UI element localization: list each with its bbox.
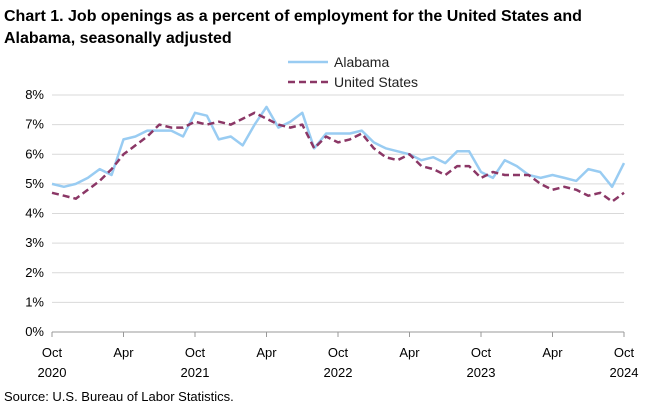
series-line-alabama bbox=[51, 105, 626, 189]
source-note: Source: U.S. Bureau of Labor Statistics. bbox=[4, 389, 234, 404]
x-tick-label: Oct bbox=[328, 345, 349, 360]
legend-label: United States bbox=[334, 74, 418, 90]
y-tick-label: 5% bbox=[25, 176, 44, 191]
series-line-united-states bbox=[51, 111, 625, 203]
x-tick-label: Oct bbox=[42, 345, 63, 360]
y-tick-label: 6% bbox=[25, 146, 44, 161]
y-axis: 0% 1% 2% 3% 4% 5% 6% 7% 8% bbox=[25, 87, 44, 339]
gridlines bbox=[52, 94, 624, 333]
y-tick-label: 1% bbox=[25, 294, 44, 309]
x-tick-label: Oct bbox=[185, 345, 206, 360]
y-tick-label: 2% bbox=[25, 265, 44, 280]
x-tick-label: Apr bbox=[399, 345, 420, 360]
legend: Alabama United States bbox=[288, 54, 418, 90]
y-tick-label: 4% bbox=[25, 206, 44, 221]
x-tick-label: Oct bbox=[614, 345, 635, 360]
x-tick-year: 2024 bbox=[610, 365, 639, 380]
y-tick-label: 7% bbox=[25, 117, 44, 132]
x-tick-year: 2020 bbox=[38, 365, 67, 380]
x-axis: Oct 2020 Apr Oct 2021 Apr Oct 2022 Apr Oct 2023 Apr… bbox=[38, 332, 639, 380]
y-tick-label: 0% bbox=[25, 324, 44, 339]
x-tick-label: Apr bbox=[542, 345, 563, 360]
x-tick-label: Apr bbox=[113, 345, 134, 360]
legend-label: Alabama bbox=[334, 54, 389, 70]
x-tick-year: 2021 bbox=[181, 365, 210, 380]
x-tick-year: 2023 bbox=[467, 365, 496, 380]
y-tick-label: 3% bbox=[25, 235, 44, 250]
series-lines bbox=[51, 105, 626, 203]
x-tick-label: Oct bbox=[471, 345, 492, 360]
y-tick-label: 8% bbox=[25, 87, 44, 102]
chart-title: Chart 1. Job openings as a percent of em… bbox=[4, 8, 582, 47]
x-tick-label: Apr bbox=[256, 345, 277, 360]
x-tick-year: 2022 bbox=[324, 365, 353, 380]
